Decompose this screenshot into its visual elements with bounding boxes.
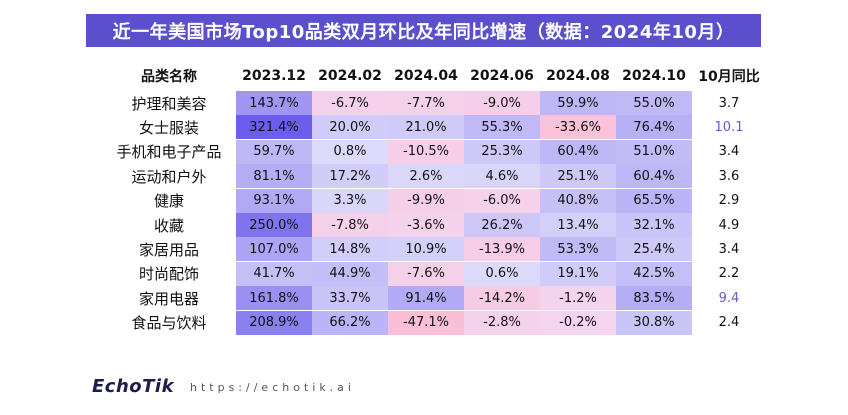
- table-cell: -7.6%: [388, 261, 464, 286]
- yoy-value: 3.6: [718, 168, 740, 184]
- yoy-value: 3.4: [718, 241, 740, 257]
- table-cell: 44.9%: [312, 261, 388, 286]
- table-cell: 107.0%: [236, 237, 312, 262]
- table-cell: 83.5%: [616, 286, 692, 311]
- category-label: 食品与饮料: [131, 314, 207, 333]
- echotik-logo: EchoTik: [92, 376, 175, 397]
- yoy-value: 2.2: [718, 266, 740, 282]
- table-cell: -2.8%: [464, 310, 540, 335]
- table-cell: 25.4%: [616, 237, 692, 262]
- table-cell: 250.0%: [236, 213, 312, 237]
- table-cell: 2.6%: [388, 164, 464, 189]
- category-label: 护理和美容: [131, 94, 207, 113]
- table-cell: 143.7%: [236, 91, 312, 115]
- category-label: 收藏: [153, 216, 184, 235]
- column-header: 2023.12: [242, 68, 306, 84]
- yoy-value: 4.9: [718, 217, 740, 233]
- table-cell: -0.2%: [540, 310, 616, 335]
- table-cell: -10.5%: [388, 139, 464, 164]
- category-label: 女士服装: [138, 118, 199, 137]
- table-cell: -6.0%: [464, 188, 540, 213]
- table-cell: 25.3%: [464, 139, 540, 164]
- table-cell: 17.2%: [312, 164, 388, 189]
- table-cell: 55.0%: [616, 91, 692, 115]
- table-cell: 321.4%: [236, 115, 312, 140]
- table-cell: 55.3%: [464, 115, 540, 140]
- table-cell: -3.6%: [388, 213, 464, 237]
- table-cell: 41.7%: [236, 261, 312, 286]
- table-cell: -9.9%: [388, 188, 464, 213]
- yoy-header: 10月同比: [698, 69, 760, 85]
- table-cell: 0.6%: [464, 261, 540, 286]
- table-cell: -7.7%: [388, 91, 464, 115]
- table-cell: -6.7%: [312, 91, 388, 115]
- table-cell: 60.4%: [540, 139, 616, 164]
- column-header: 2024.10: [622, 68, 686, 84]
- category-label: 家用电器: [138, 289, 199, 308]
- table-cell: 60.4%: [616, 164, 692, 189]
- table-cell: 81.1%: [236, 164, 312, 189]
- table-cell: 3.3%: [312, 188, 388, 213]
- table-cell: 66.2%: [312, 310, 388, 335]
- table-cell: 0.8%: [312, 139, 388, 164]
- table-cell: 40.8%: [540, 188, 616, 213]
- table-cell: -7.8%: [312, 213, 388, 237]
- table-cell: 33.7%: [312, 286, 388, 311]
- table-cell: 65.5%: [616, 188, 692, 213]
- category-label: 时尚配饰: [138, 265, 199, 284]
- table-cell: 91.4%: [388, 286, 464, 311]
- table-cell: -47.1%: [388, 310, 464, 335]
- yoy-value: 3.4: [718, 144, 740, 160]
- table-cell: 42.5%: [616, 261, 692, 286]
- yoy-value: 10.1: [714, 119, 744, 135]
- table-cell: 4.6%: [464, 164, 540, 189]
- table-cell: 21.0%: [388, 115, 464, 140]
- table-cell: 32.1%: [616, 213, 692, 237]
- table-cell: 59.9%: [540, 91, 616, 115]
- row-header: 品类名称: [141, 69, 197, 85]
- yoy-value: 3.7: [718, 95, 740, 111]
- column-header: 2024.08: [546, 68, 610, 84]
- table-cell: 161.8%: [236, 286, 312, 311]
- category-label: 健康: [153, 192, 184, 211]
- table-cell: 93.1%: [236, 188, 312, 213]
- table-cell: 13.4%: [540, 213, 616, 237]
- category-label: 家居用品: [138, 240, 199, 259]
- table-cell: 30.8%: [616, 310, 692, 335]
- table-cell: 25.1%: [540, 164, 616, 189]
- table-cell: 10.9%: [388, 237, 464, 262]
- category-label: 运动和户外: [131, 167, 207, 186]
- table-cell: 20.0%: [312, 115, 388, 140]
- column-header: 2024.06: [470, 68, 534, 84]
- table-cell: 51.0%: [616, 139, 692, 164]
- table-cell: -33.6%: [540, 115, 616, 140]
- table-cell: 19.1%: [540, 261, 616, 286]
- yoy-value: 2.9: [718, 193, 740, 209]
- table-cell: -1.2%: [540, 286, 616, 311]
- table-cell: 59.7%: [236, 139, 312, 164]
- table-cell: -13.9%: [464, 237, 540, 262]
- brand-url: https://echotik.ai: [190, 381, 355, 394]
- table-cell: 14.8%: [312, 237, 388, 262]
- column-header: 2024.02: [318, 68, 382, 84]
- table-cell: 53.3%: [540, 237, 616, 262]
- table-cell: 208.9%: [236, 310, 312, 335]
- chart-title: 近一年美国市场Top10品类双月环比及年同比增速（数据：2024年10月）: [86, 14, 761, 47]
- table-cell: -14.2%: [464, 286, 540, 311]
- table-cell: 26.2%: [464, 213, 540, 237]
- yoy-value: 2.4: [718, 315, 740, 331]
- category-label: 手机和电子产品: [116, 143, 222, 162]
- column-header: 2024.04: [394, 68, 458, 84]
- table-cell: 76.4%: [616, 115, 692, 140]
- table-cell: -9.0%: [464, 91, 540, 115]
- yoy-value: 9.4: [718, 290, 740, 306]
